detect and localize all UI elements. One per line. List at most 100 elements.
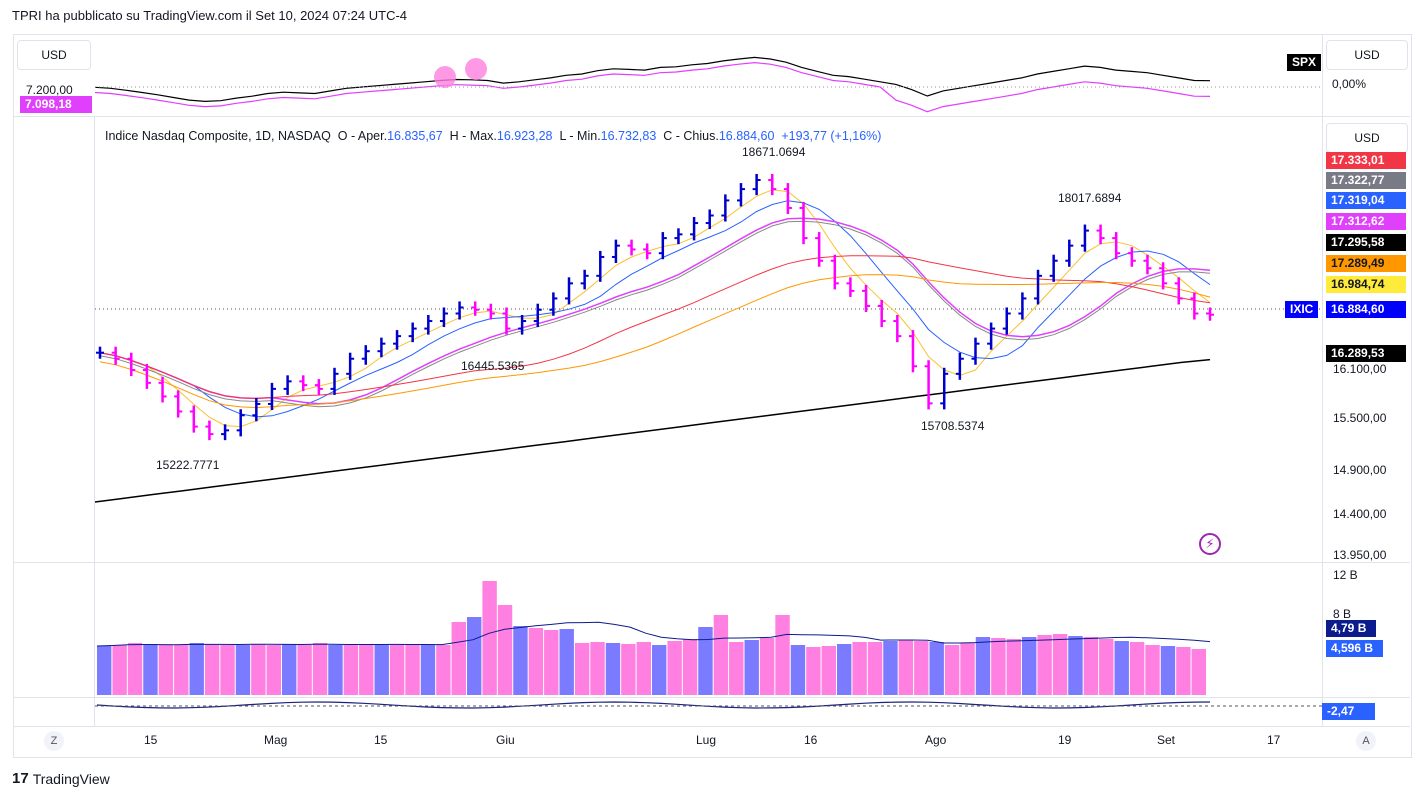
volume-bar: [528, 628, 544, 695]
time-label-16jul: 16: [804, 733, 818, 747]
volume-bar: [497, 605, 513, 695]
volume-bar: [682, 639, 698, 695]
volume-bar: [883, 641, 898, 695]
volume-bar: [667, 641, 682, 695]
volume-bar: [482, 581, 497, 695]
legend-name: Indice Nasdaq Composite, 1D, NASDAQ: [105, 129, 331, 143]
volume-bar: [235, 645, 251, 695]
ma-yellow-line: [99, 189, 1211, 428]
time-label-19aug: 19: [1058, 733, 1072, 747]
oscillator-line: [96, 701, 1211, 709]
pane-separator-volume: [14, 562, 1410, 563]
spx-line: [94, 56, 1211, 103]
marker-circle: [434, 66, 456, 88]
volume-bar: [420, 645, 436, 695]
price-tag-6: 16.984,74: [1326, 276, 1406, 293]
volume-bar: [1191, 649, 1206, 695]
volume-bar: [1083, 637, 1099, 695]
volume-bar: [929, 642, 944, 695]
volume-bar: [127, 643, 143, 695]
volume-bar: [713, 615, 729, 695]
volume-bar: [775, 615, 790, 695]
lightning-icon[interactable]: ⚡: [1199, 533, 1221, 555]
osc-value-tag: -2,47: [1322, 703, 1375, 720]
currency-button-top-right[interactable]: USD: [1326, 40, 1408, 70]
ma-200-line: [94, 358, 1211, 503]
volume-bar: [806, 647, 821, 695]
volume-bar: [867, 642, 883, 695]
volume-bar: [1129, 642, 1145, 695]
volume-bar: [343, 645, 359, 695]
compare-line: [94, 61, 1211, 113]
volume-bar: [143, 644, 158, 695]
volume-bar: [174, 645, 189, 695]
ohlc-legend: Indice Nasdaq Composite, 1D, NASDAQ O - …: [105, 129, 881, 143]
volume-bar: [821, 646, 836, 695]
volume-bar: [1037, 635, 1052, 695]
volume-bar: [374, 645, 389, 695]
volume-bar: [914, 641, 929, 695]
volume-bar: [1145, 645, 1160, 695]
volume-bar: [559, 629, 574, 695]
volume-bar: [467, 617, 482, 695]
volume-bar: [544, 630, 559, 695]
ma-orange-line: [99, 274, 1211, 409]
annotation-low-april: 15222.7771: [156, 458, 220, 472]
volume-bar: [837, 644, 852, 695]
volume-bar: [991, 638, 1006, 695]
zoom-button[interactable]: Z: [44, 731, 64, 751]
time-label-jun: Giu: [496, 733, 515, 747]
volume-bar: [1068, 636, 1083, 695]
axis-tick-13950: 13.950,00: [1333, 548, 1387, 562]
volume-bar: [513, 626, 528, 695]
volume-bar: [1160, 646, 1176, 695]
price-tag-2: 17.319,04: [1326, 192, 1406, 209]
pane-separator-time: [14, 726, 1410, 727]
time-label-15apr: 15: [144, 733, 158, 747]
price-tag-5: 17.289,49: [1326, 255, 1406, 272]
volume-bar: [1176, 647, 1191, 695]
time-label-aug: Ago: [925, 733, 947, 747]
volume-bar: [1099, 639, 1114, 695]
volume-bar: [189, 643, 204, 695]
annotation-high-july: 18671.0694: [742, 145, 806, 159]
legend-close-label: C - Chius.: [663, 129, 719, 143]
volume-bar: [960, 643, 975, 695]
price-tag-8: 16.289,53: [1326, 345, 1406, 362]
price-tag-1: 17.322,77: [1326, 172, 1406, 189]
price-axis-border: [1322, 35, 1323, 726]
legend-low: 16.732,83: [600, 129, 657, 143]
chart-frame: [13, 34, 1412, 758]
volume-bar: [621, 644, 636, 695]
volume-bar: [759, 638, 775, 695]
left-axis-border: [94, 116, 95, 726]
currency-button-top-left[interactable]: USD: [17, 40, 91, 70]
volume-bar: [790, 645, 806, 695]
axis-tick-14400: 14.400,00: [1333, 507, 1387, 521]
volume-bar: [944, 645, 960, 695]
currency-button-main[interactable]: USD: [1326, 123, 1408, 153]
volume-tick-12b: 12 B: [1333, 568, 1358, 582]
publish-header: TPRI ha pubblicato su TradingView.com il…: [12, 8, 408, 23]
price-tag-7: 16.884,60: [1326, 301, 1406, 318]
time-label-sep: Set: [1157, 733, 1176, 747]
volume-bar: [282, 644, 297, 695]
volume-bar: [112, 645, 127, 695]
volume-ma-line: [96, 621, 1211, 647]
volume-bar: [297, 645, 312, 695]
ma-magenta-line: [99, 217, 1211, 405]
volume-bar: [574, 643, 590, 695]
marker-circle: [465, 58, 487, 80]
volume-tick-8b: 8 B: [1333, 607, 1352, 621]
price-tag-3: 17.312,62: [1326, 213, 1406, 230]
ma-grey-line: [99, 220, 1211, 408]
axis-tick-14900: 14.900,00: [1333, 463, 1387, 477]
volume-bar: [220, 645, 235, 695]
footer-brand: TradingView: [32, 770, 110, 787]
ma-red-line: [99, 255, 1211, 399]
annotation-low-may: 16445.5365: [461, 359, 525, 373]
spx-symbol-tag: SPX: [1287, 54, 1322, 71]
ma-blue-line: [99, 200, 1211, 418]
auto-scale-button[interactable]: A: [1356, 731, 1376, 751]
